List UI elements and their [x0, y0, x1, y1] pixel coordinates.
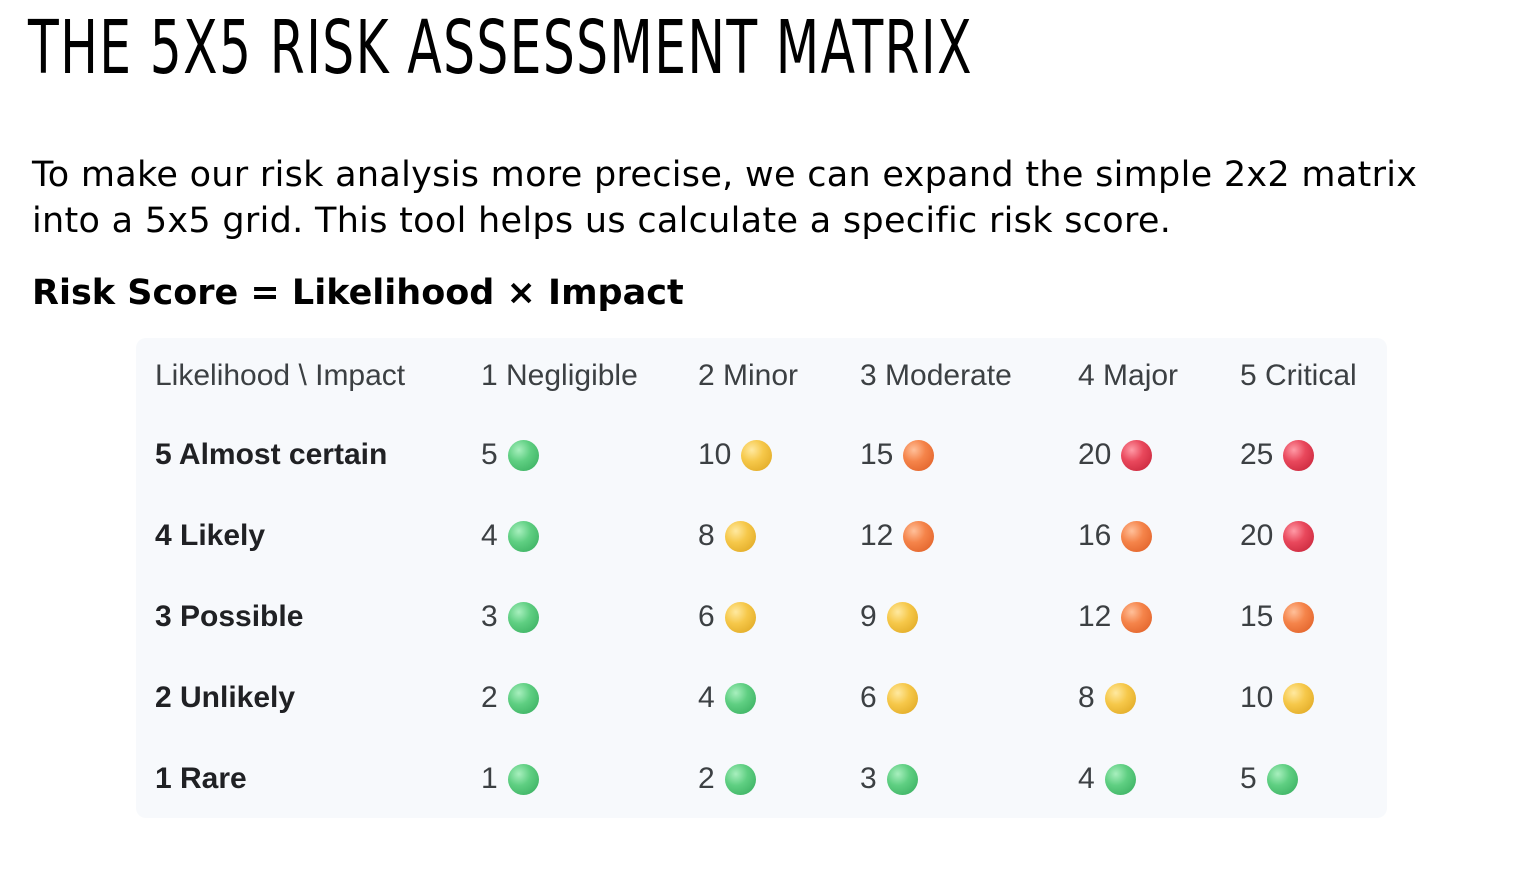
green-circle-icon	[507, 601, 539, 633]
impact-header-major: 4 Major	[1078, 359, 1179, 392]
impact-header-critical: 5 Critical	[1240, 359, 1357, 392]
risk-score: 1	[481, 762, 498, 796]
green-circle-icon	[507, 439, 539, 471]
green-circle-icon	[724, 763, 756, 795]
risk-score: 3	[860, 762, 877, 796]
likelihood-label: 4 Likely	[155, 518, 266, 552]
matrix-row-almost-certain: 5 Almost certain 5 10 15 20 25	[136, 414, 1387, 495]
risk-score: 4	[481, 519, 498, 553]
red-circle-icon	[1121, 439, 1153, 471]
risk-score: 8	[1078, 681, 1095, 715]
risk-cell: 4	[1078, 738, 1240, 819]
risk-cell: 8	[698, 495, 860, 576]
risk-cell: 1	[481, 738, 698, 819]
green-circle-icon	[1266, 763, 1298, 795]
risk-score: 20	[1240, 519, 1274, 553]
orange-circle-icon	[903, 520, 935, 552]
matrix-row-possible: 3 Possible 3 6 9 12 15	[136, 576, 1387, 657]
impact-header-moderate: 3 Moderate	[860, 359, 1012, 392]
risk-cell: 2	[698, 738, 860, 819]
impact-header-minor: 2 Minor	[698, 359, 799, 392]
impact-header-negligible: 1 Negligible	[481, 359, 638, 392]
likelihood-label: 1 Rare	[155, 761, 247, 795]
yellow-circle-icon	[886, 601, 918, 633]
risk-cell: 10	[698, 414, 860, 495]
risk-cell: 2	[481, 657, 698, 738]
yellow-circle-icon	[741, 439, 773, 471]
risk-score: 6	[860, 681, 877, 715]
matrix-body: 5 Almost certain 5 10 15 20 25 4 Likely 4 8 12 16 2…	[136, 414, 1387, 819]
likelihood-label: 2 Unlikely	[155, 680, 296, 714]
green-circle-icon	[1104, 763, 1136, 795]
orange-circle-icon	[903, 439, 935, 471]
likelihood-label: 3 Possible	[155, 599, 304, 633]
risk-matrix-table: Likelihood \ Impact 1 Negligible 2 Minor…	[136, 338, 1387, 819]
risk-score: 2	[698, 762, 715, 796]
risk-cell: 15	[1240, 576, 1387, 657]
risk-matrix: Likelihood \ Impact 1 Negligible 2 Minor…	[136, 338, 1387, 818]
risk-score: 3	[481, 600, 498, 634]
matrix-row-rare: 1 Rare 1 2 3 4 5	[136, 738, 1387, 819]
risk-score: 2	[481, 681, 498, 715]
green-circle-icon	[507, 763, 539, 795]
risk-cell: 6	[698, 576, 860, 657]
yellow-circle-icon	[886, 682, 918, 714]
risk-cell: 20	[1240, 495, 1387, 576]
axis-corner-label: Likelihood \ Impact	[155, 359, 406, 392]
risk-score: 9	[860, 600, 877, 634]
risk-cell: 20	[1078, 414, 1240, 495]
matrix-row-unlikely: 2 Unlikely 2 4 6 8 10	[136, 657, 1387, 738]
risk-score: 15	[1240, 600, 1274, 634]
yellow-circle-icon	[724, 601, 756, 633]
orange-circle-icon	[1283, 601, 1315, 633]
risk-score: 6	[698, 600, 715, 634]
risk-cell: 6	[860, 657, 1078, 738]
risk-cell: 4	[698, 657, 860, 738]
risk-score: 10	[698, 438, 732, 472]
risk-cell: 15	[860, 414, 1078, 495]
matrix-row-likely: 4 Likely 4 8 12 16 20	[136, 495, 1387, 576]
slide-title: THE 5X5 RISK ASSESSMENT MATRIX	[28, 5, 973, 91]
risk-cell: 25	[1240, 414, 1387, 495]
risk-cell: 9	[860, 576, 1078, 657]
risk-score: 12	[860, 519, 894, 553]
green-circle-icon	[724, 682, 756, 714]
yellow-circle-icon	[1104, 682, 1136, 714]
orange-circle-icon	[1121, 520, 1153, 552]
green-circle-icon	[507, 520, 539, 552]
risk-cell: 4	[481, 495, 698, 576]
yellow-circle-icon	[1283, 682, 1315, 714]
risk-cell: 3	[481, 576, 698, 657]
risk-score: 16	[1078, 519, 1112, 553]
likelihood-label: 5 Almost certain	[155, 437, 388, 471]
risk-score: 12	[1078, 600, 1112, 634]
risk-cell: 3	[860, 738, 1078, 819]
red-circle-icon	[1283, 520, 1315, 552]
orange-circle-icon	[1121, 601, 1153, 633]
red-circle-icon	[1283, 439, 1315, 471]
risk-score: 10	[1240, 681, 1274, 715]
risk-score: 4	[1078, 762, 1095, 796]
risk-score: 5	[481, 438, 498, 472]
risk-score: 8	[698, 519, 715, 553]
green-circle-icon	[886, 763, 918, 795]
risk-cell: 12	[860, 495, 1078, 576]
green-circle-icon	[507, 682, 539, 714]
risk-score-formula: Risk Score = Likelihood × Impact	[32, 273, 684, 313]
risk-cell: 12	[1078, 576, 1240, 657]
risk-score: 15	[860, 438, 894, 472]
risk-cell: 16	[1078, 495, 1240, 576]
risk-score: 5	[1240, 762, 1257, 796]
risk-score: 20	[1078, 438, 1112, 472]
risk-cell: 8	[1078, 657, 1240, 738]
matrix-header-row: Likelihood \ Impact 1 Negligible 2 Minor…	[136, 338, 1387, 414]
risk-score: 4	[698, 681, 715, 715]
yellow-circle-icon	[724, 520, 756, 552]
risk-cell: 5	[481, 414, 698, 495]
risk-cell: 10	[1240, 657, 1387, 738]
risk-score: 25	[1240, 438, 1274, 472]
risk-cell: 5	[1240, 738, 1387, 819]
intro-paragraph: To make our risk analysis more precise, …	[32, 155, 1418, 241]
